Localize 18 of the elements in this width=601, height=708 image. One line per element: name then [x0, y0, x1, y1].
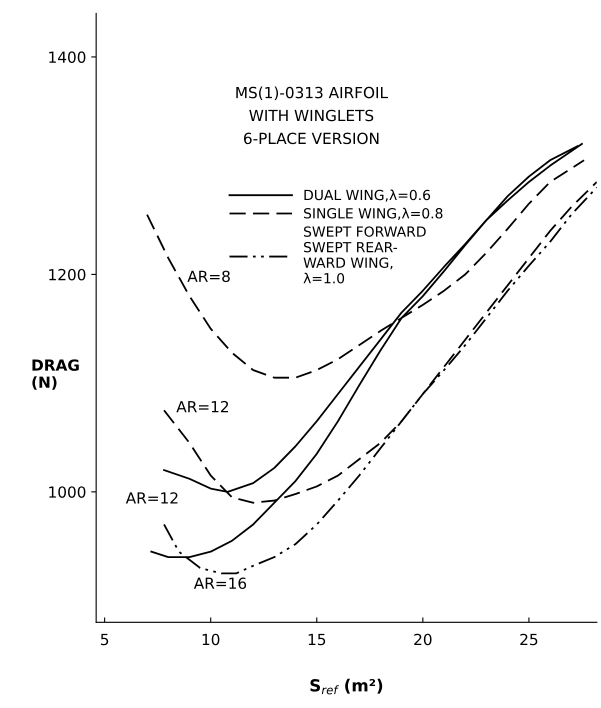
y-tick-label: 1400: [49, 51, 86, 63]
x-tick-label: 10: [202, 634, 220, 646]
x-axis-title: S$_{ref}$ (m²): [310, 678, 382, 694]
x-tick-label: 15: [308, 634, 326, 646]
annotation: AR=16: [194, 577, 246, 590]
y-tick-label: 1200: [49, 268, 86, 280]
annotation: AR=12: [176, 400, 228, 412]
x-tick-label: 5: [100, 634, 108, 646]
text: MS(1)-0313 AIRFOIL WITH WINGLETS 6-PLACE VERSION: [236, 86, 388, 144]
annotation: AR=12: [126, 492, 178, 504]
legend-label: SINGLE WING,λ=0.8: [304, 208, 442, 220]
x-tick-label: 25: [520, 634, 538, 646]
y-tick-label: 1000: [49, 486, 86, 498]
legend-label: SWEPT FORWARD SWEPT REAR- WARD WING, λ=1.0: [304, 226, 426, 284]
annotation: AR=8: [187, 270, 230, 282]
legend-label: DUAL WING,λ=0.6: [304, 189, 430, 202]
x-tick-label: 20: [414, 634, 432, 646]
y-axis-title: DRAG (N): [32, 359, 79, 390]
